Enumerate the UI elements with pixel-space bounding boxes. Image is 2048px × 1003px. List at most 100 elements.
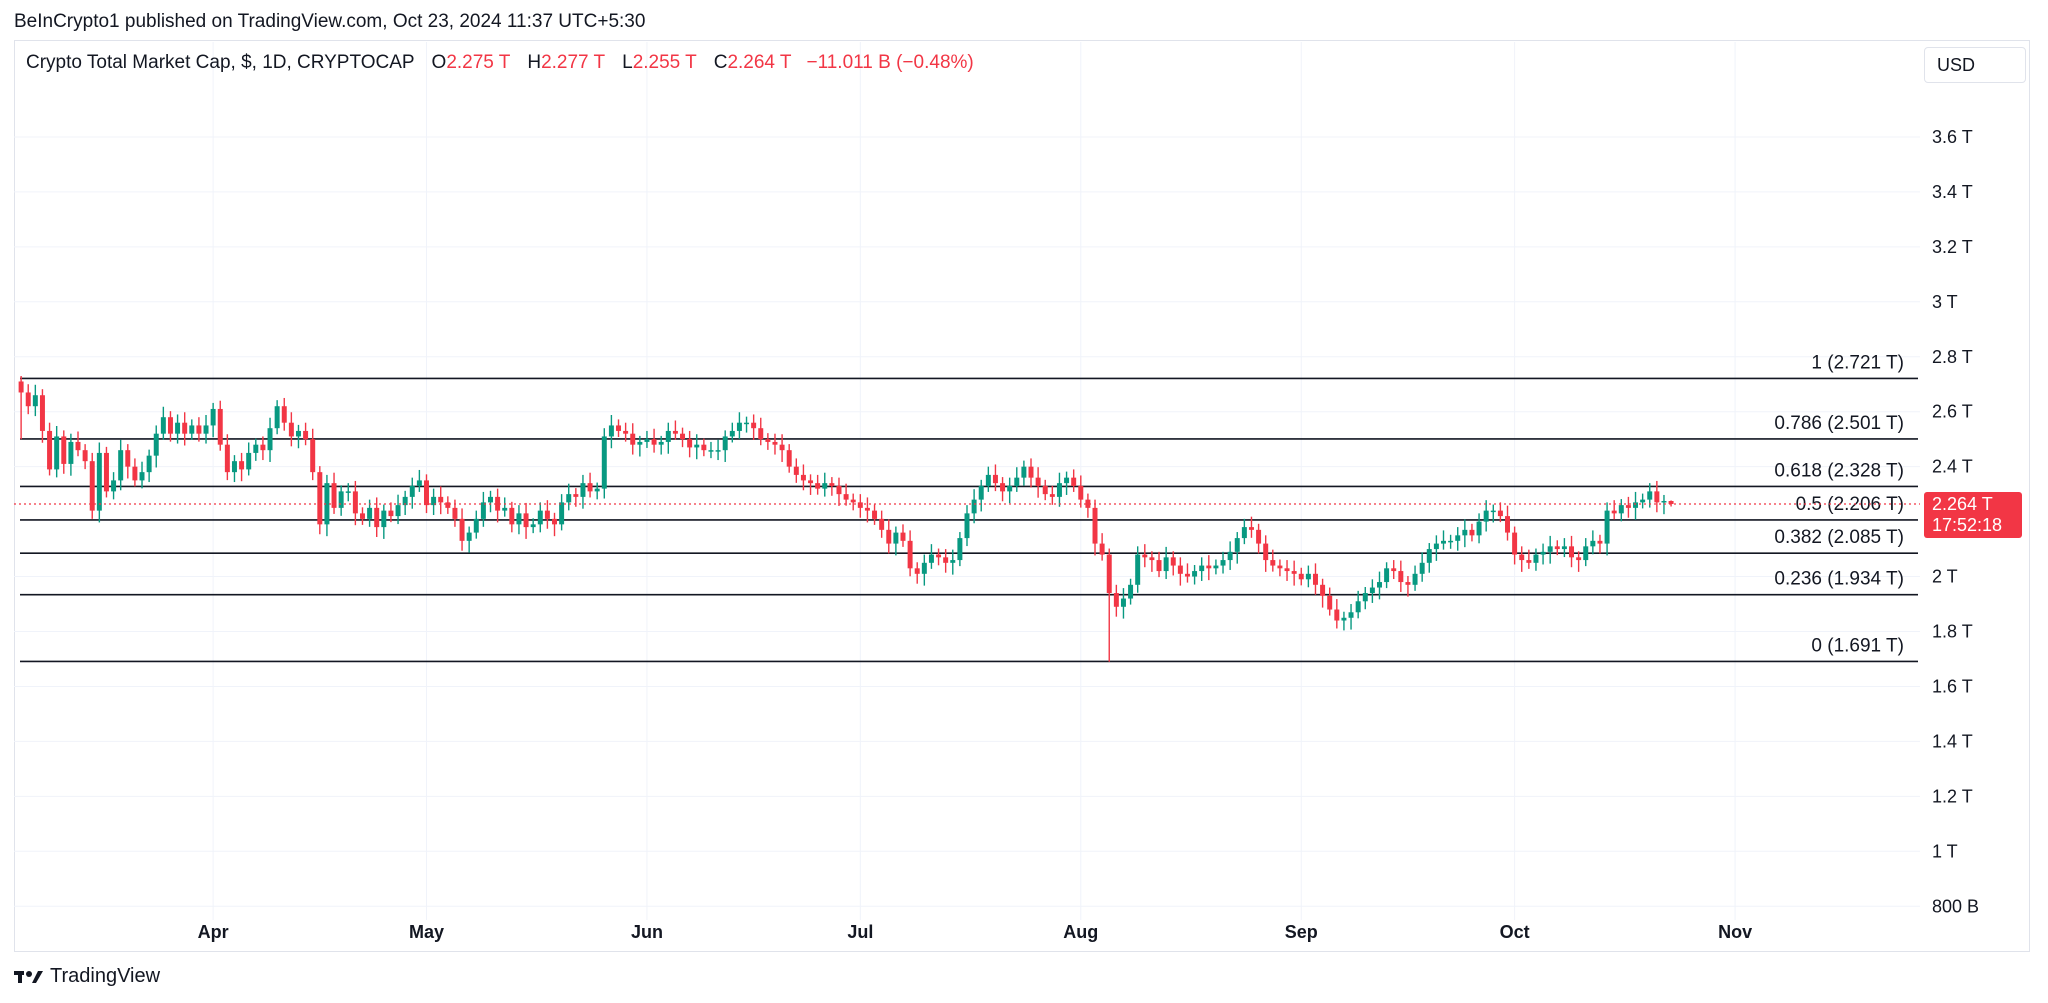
candle-body bbox=[964, 513, 970, 539]
fib-level-label: 0 (1.691 T) bbox=[1811, 635, 1904, 656]
candle-body bbox=[936, 554, 942, 558]
open-label: O bbox=[431, 52, 447, 73]
price-tick-label: 2.6 T bbox=[1932, 402, 1973, 422]
candle-body bbox=[47, 430, 53, 470]
candle-body bbox=[1497, 510, 1503, 517]
candle-body bbox=[1561, 546, 1567, 550]
candle-body bbox=[836, 485, 842, 495]
candle-body bbox=[1433, 543, 1439, 550]
candle-body bbox=[231, 461, 237, 473]
price-tick-label: 2.4 T bbox=[1932, 457, 1973, 477]
candle-body bbox=[1284, 568, 1290, 572]
candle-body bbox=[950, 560, 956, 563]
candle-body bbox=[1078, 485, 1084, 500]
grid-lines bbox=[14, 42, 1920, 920]
low-label: L bbox=[622, 52, 633, 73]
candle-body bbox=[758, 428, 764, 440]
price-tick-label: 3.4 T bbox=[1932, 182, 1973, 202]
last-price-badge: 2.264 T17:52:18 bbox=[14, 492, 2022, 539]
candle-body bbox=[537, 510, 543, 525]
price-tick-label: 3 T bbox=[1932, 292, 1958, 312]
high-label: H bbox=[527, 52, 542, 73]
candle-body bbox=[765, 439, 771, 442]
candle-body bbox=[601, 436, 607, 489]
candle-body bbox=[1391, 568, 1397, 572]
candle-body bbox=[1633, 502, 1639, 508]
candle-body bbox=[146, 455, 152, 473]
price-tick-label: 3.6 T bbox=[1932, 127, 1973, 147]
price-axis: 3.6 T 3.4 T 3.2 T 3 T 2.8 T 2.6 T 2.4 T 2 T 1.8 … bbox=[1932, 127, 1979, 916]
candle-body bbox=[1035, 477, 1041, 486]
footer-brand[interactable]: TradingView bbox=[14, 965, 160, 988]
candle-body bbox=[438, 496, 444, 503]
candle-body bbox=[1163, 557, 1169, 572]
candle-body bbox=[928, 554, 934, 563]
candle-body bbox=[1192, 571, 1198, 577]
candle-body bbox=[1341, 617, 1347, 621]
candle-body bbox=[1113, 593, 1119, 607]
candle-body bbox=[1512, 532, 1518, 555]
time-tick-label: Jul bbox=[847, 922, 873, 942]
candle-body bbox=[1021, 466, 1027, 478]
candle-body bbox=[210, 408, 216, 426]
price-tick-label: 1.8 T bbox=[1932, 622, 1973, 642]
price-tick-label: 2 T bbox=[1932, 567, 1958, 587]
candle-body bbox=[1419, 562, 1425, 574]
candle-body bbox=[1320, 584, 1326, 596]
candle-body bbox=[345, 491, 351, 493]
candle-body bbox=[1441, 540, 1446, 544]
candle-body bbox=[630, 433, 636, 445]
candle-body bbox=[978, 485, 984, 500]
candle-body bbox=[943, 557, 949, 563]
candle-body bbox=[1462, 529, 1468, 536]
candle-body bbox=[1206, 565, 1212, 569]
candle-body bbox=[751, 422, 757, 429]
candle-body bbox=[96, 452, 102, 511]
high-value: 2.277 T bbox=[541, 52, 605, 73]
candle-body bbox=[886, 529, 892, 544]
candle-body bbox=[523, 513, 529, 528]
candle-body bbox=[1241, 527, 1247, 539]
candle-body bbox=[616, 425, 622, 431]
candle-body bbox=[1056, 483, 1062, 497]
candle-body bbox=[1213, 565, 1219, 569]
time-axis: Apr May Jun Jul Aug Sep Oct Nov bbox=[198, 922, 1752, 942]
candle-body bbox=[580, 483, 586, 497]
candle-body bbox=[1569, 546, 1575, 558]
candle-body bbox=[182, 422, 188, 434]
candle-body bbox=[1291, 571, 1297, 574]
candle-body bbox=[822, 483, 828, 489]
candle-body bbox=[729, 430, 735, 437]
candle-body bbox=[1085, 499, 1091, 508]
candle-body bbox=[1334, 609, 1340, 621]
candle-body bbox=[217, 408, 223, 445]
time-tick-label: Nov bbox=[1718, 922, 1752, 942]
candle-body bbox=[310, 439, 316, 473]
candle-body bbox=[18, 381, 24, 393]
candle-body bbox=[800, 474, 806, 481]
candle-body bbox=[594, 488, 600, 492]
price-tick-label: 2.8 T bbox=[1932, 347, 1973, 367]
currency-button[interactable]: USD bbox=[1924, 47, 2026, 83]
candle-body bbox=[1668, 501, 1674, 505]
candle-body bbox=[559, 502, 565, 525]
fib-level-label: 1 (2.721 T) bbox=[1811, 352, 1904, 373]
candle-body bbox=[68, 441, 74, 464]
candle-body bbox=[1135, 554, 1141, 585]
candle-body bbox=[815, 483, 821, 489]
candle-body bbox=[502, 507, 508, 511]
candle-body bbox=[736, 422, 742, 431]
candle-body bbox=[829, 483, 835, 486]
candle-body bbox=[544, 510, 550, 519]
candle-body bbox=[352, 491, 358, 514]
candle-body bbox=[1177, 565, 1183, 574]
candle-body bbox=[1248, 527, 1254, 530]
candle-body bbox=[424, 480, 429, 506]
candle-body bbox=[744, 422, 750, 425]
candle-body bbox=[516, 513, 522, 525]
candle-body bbox=[1071, 477, 1077, 486]
candle-body bbox=[239, 461, 245, 470]
candle-body bbox=[495, 496, 501, 511]
candle-body bbox=[644, 439, 650, 442]
